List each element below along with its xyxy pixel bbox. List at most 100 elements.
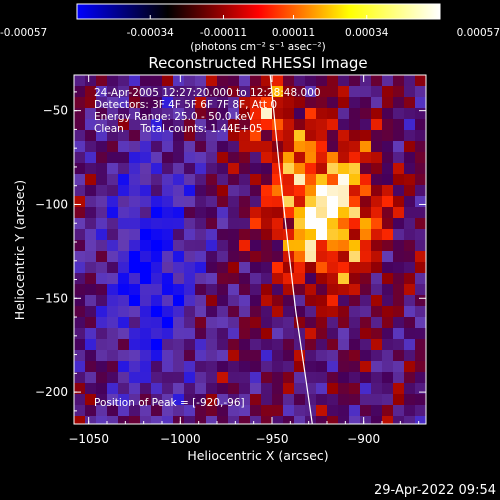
heatmap-cell — [140, 394, 152, 406]
heatmap-cell — [393, 361, 405, 373]
heatmap-cell — [283, 130, 295, 142]
heatmap-cell — [371, 86, 383, 98]
heatmap-cell — [195, 416, 207, 424]
heatmap-cell — [349, 130, 361, 142]
heatmap-cell — [404, 218, 416, 230]
heatmap-cell — [206, 251, 218, 263]
heatmap-cell — [261, 119, 273, 131]
heatmap-cell — [228, 152, 240, 164]
heatmap-cell — [294, 86, 306, 98]
plot-area: −1050 −1000 −950 −900 −50 −100 −150 −200 — [35, 74, 427, 446]
heatmap-cell — [338, 130, 350, 142]
heatmap-cell — [228, 174, 240, 186]
heatmap-cell — [393, 350, 405, 362]
heatmap-cell — [140, 152, 152, 164]
heatmap-cell — [173, 328, 185, 340]
annotation-detectors: Detectors: 3F 4F 5F 6F 7F 8F, Att 0 — [94, 99, 277, 111]
heatmap-cell — [283, 108, 295, 120]
heatmap-cell — [261, 251, 273, 263]
heatmap-cell — [250, 284, 262, 296]
heatmap-cell — [360, 141, 372, 153]
heatmap-cell — [327, 405, 339, 417]
x-tick-label: −950 — [256, 432, 289, 446]
heatmap-cell — [415, 394, 426, 406]
heatmap-cell — [118, 218, 130, 230]
heatmap-cell — [404, 174, 416, 186]
heatmap-cell — [349, 240, 361, 252]
heatmap-cell — [250, 394, 262, 406]
heatmap-cell — [129, 196, 141, 208]
heatmap-cell — [85, 262, 97, 274]
heatmap-cell — [107, 383, 119, 395]
heatmap-cell — [239, 262, 251, 274]
heatmap-cell — [195, 306, 207, 318]
colorbar-tick-label: -0.00011 — [200, 27, 247, 39]
heatmap-cell — [239, 119, 251, 131]
heatmap-cell — [206, 394, 218, 406]
heatmap-cell — [283, 207, 295, 219]
heatmap-cell — [107, 273, 119, 285]
heatmap-cell — [250, 405, 262, 417]
heatmap-cell — [85, 416, 97, 424]
heatmap-cell — [327, 262, 339, 274]
heatmap-cell — [206, 86, 218, 98]
heatmap-cell — [305, 86, 317, 98]
heatmap-cell — [118, 383, 130, 395]
heatmap-cell — [162, 262, 174, 274]
heatmap-cell — [96, 240, 108, 252]
heatmap-cell — [184, 350, 196, 362]
heatmap-cell — [305, 317, 317, 329]
heatmap-cell — [74, 141, 86, 153]
heatmap-cell — [206, 372, 218, 384]
heatmap-cell — [162, 196, 174, 208]
heatmap-cell — [96, 152, 108, 164]
heatmap-cell — [371, 361, 383, 373]
heatmap-cell — [382, 273, 394, 285]
heatmap-cell — [338, 383, 350, 395]
heatmap-cell — [294, 284, 306, 296]
heatmap-cell — [261, 339, 273, 351]
heatmap-cell — [206, 405, 218, 417]
heatmap-cell — [316, 207, 328, 219]
heatmap-cell — [283, 317, 295, 329]
heatmap-cell — [195, 174, 207, 186]
heatmap-cell — [96, 75, 108, 87]
heatmap-cell — [217, 75, 229, 87]
heatmap-cell — [129, 163, 141, 175]
colorbar-ticks: -0.00057 -0.00034 -0.00011 0.00011 0.00034 0.… — [0, 15, 500, 39]
colorbar-tick-label: -0.00034 — [127, 27, 175, 39]
heatmap-cell — [327, 207, 339, 219]
heatmap-cell — [118, 108, 130, 120]
heatmap-cell — [206, 152, 218, 164]
heatmap-cell — [404, 130, 416, 142]
heatmap-cell — [393, 405, 405, 417]
heatmap-cell — [261, 383, 273, 395]
heatmap-cell — [415, 372, 426, 384]
heatmap-cell — [404, 119, 416, 131]
heatmap-cell — [371, 218, 383, 230]
heatmap-cell — [151, 383, 163, 395]
heatmap-cell — [349, 405, 361, 417]
heatmap-cell — [360, 284, 372, 296]
heatmap-cell — [360, 262, 372, 274]
colorbar-tick-label: -0.00057 — [0, 27, 47, 39]
heatmap-cell — [404, 207, 416, 219]
heatmap-cell — [272, 306, 284, 318]
heatmap-cell — [404, 152, 416, 164]
heatmap-cell — [272, 86, 284, 98]
heatmap-cell — [184, 416, 196, 424]
heatmap-cell — [228, 350, 240, 362]
heatmap-cell — [206, 262, 218, 274]
heatmap-cell — [272, 207, 284, 219]
heatmap-cell — [371, 262, 383, 274]
heatmap-cell — [239, 229, 251, 241]
heatmap-cell — [349, 350, 361, 362]
heatmap-cell — [195, 284, 207, 296]
heatmap-cell — [140, 383, 152, 395]
heatmap-cell — [316, 339, 328, 351]
heatmap-cell — [404, 394, 416, 406]
heatmap-cell — [107, 196, 119, 208]
heatmap-cell — [85, 295, 97, 307]
heatmap-cell — [184, 119, 196, 131]
heatmap-cell — [316, 361, 328, 373]
